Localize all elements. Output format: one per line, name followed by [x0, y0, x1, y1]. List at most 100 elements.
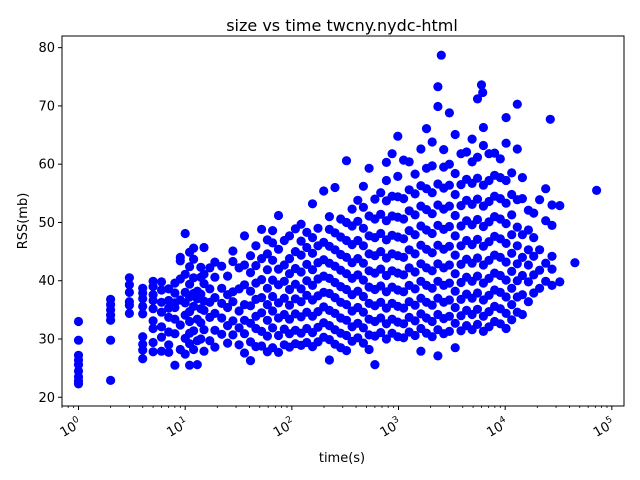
data-point-489	[450, 210, 460, 221]
data-point-567	[490, 148, 500, 158]
data-point-475	[444, 260, 454, 270]
data-point-492	[450, 129, 460, 140]
data-point-177	[268, 323, 278, 333]
data-point-124	[223, 338, 233, 348]
data-point-239	[307, 233, 318, 243]
data-point-159	[251, 261, 261, 271]
data-point-101	[199, 346, 209, 356]
data-point-74	[185, 360, 195, 370]
data-point-344	[376, 313, 386, 323]
data-point-41	[156, 332, 167, 342]
data-point-35	[148, 304, 158, 314]
data-point-631	[541, 216, 551, 226]
data-point-630	[541, 258, 551, 268]
data-point-130	[228, 316, 238, 326]
data-point-48	[164, 340, 174, 350]
data-point-481	[444, 108, 454, 118]
data-point-606	[512, 99, 522, 109]
data-point-47	[164, 347, 174, 357]
data-point-403	[404, 157, 414, 167]
data-point-386	[399, 303, 409, 313]
data-point-122	[217, 283, 227, 293]
data-point-436	[427, 332, 437, 342]
data-point-622	[529, 251, 539, 261]
data-point-350	[376, 209, 386, 219]
data-point-115	[210, 308, 220, 318]
data-point-197	[279, 260, 289, 270]
data-point-15	[106, 294, 116, 304]
data-point-483	[450, 318, 460, 328]
data-point-387	[399, 287, 409, 297]
data-point-37	[148, 290, 158, 300]
data-point-95	[196, 334, 206, 344]
data-point-602	[512, 241, 522, 251]
data-point-183	[268, 226, 278, 236]
data-point-637	[547, 220, 557, 230]
data-point-441	[427, 248, 437, 258]
y-tick-label: 20	[38, 391, 55, 406]
data-point-108	[205, 336, 215, 346]
data-point-642	[592, 185, 602, 195]
data-point-607	[517, 309, 528, 320]
data-point-160	[251, 241, 261, 251]
data-point-614	[523, 297, 534, 307]
x-tick-label: 101	[163, 415, 191, 441]
data-point-39	[148, 276, 158, 286]
data-point-624	[529, 208, 539, 218]
data-point-201	[284, 314, 295, 324]
data-point-470	[439, 145, 449, 155]
data-point-87	[189, 273, 199, 283]
data-point-342	[370, 194, 380, 204]
x-tick-label: 104	[483, 415, 511, 441]
data-point-256	[319, 186, 329, 196]
data-point-315	[358, 307, 368, 317]
data-point-67	[180, 349, 190, 359]
data-point-424	[416, 144, 426, 154]
data-point-578	[501, 323, 511, 334]
data-point-223	[296, 219, 306, 229]
data-point-594	[507, 230, 517, 240]
data-point-349	[376, 228, 386, 239]
data-point-190	[273, 244, 284, 254]
data-point-581	[501, 275, 511, 285]
data-point-382	[393, 171, 403, 181]
data-point-626	[535, 265, 545, 275]
data-point-128	[223, 271, 233, 281]
y-axis-title: RSS(mb)	[16, 193, 31, 250]
data-point-140	[239, 348, 250, 358]
data-point-100	[196, 262, 206, 272]
data-point-42	[156, 322, 167, 332]
data-point-85	[189, 301, 199, 311]
data-point-547	[478, 122, 488, 133]
data-point-333	[370, 360, 380, 370]
data-point-169	[262, 331, 272, 341]
data-point-479	[444, 180, 454, 190]
data-point-141	[239, 329, 250, 339]
data-point-129	[228, 330, 238, 340]
data-point-482	[450, 343, 460, 353]
data-point-181	[268, 255, 278, 265]
data-point-352	[381, 334, 391, 344]
data-point-238	[307, 248, 318, 258]
data-point-287	[341, 315, 352, 325]
data-point-616	[523, 260, 534, 270]
data-point-321	[358, 202, 368, 212]
x-axis: 100 101 102 103 104 105	[58, 406, 614, 441]
data-point-628	[535, 195, 545, 205]
data-point-525	[472, 304, 483, 314]
y-tick-label: 80	[38, 41, 55, 56]
data-point-585	[501, 198, 511, 208]
data-point-583	[501, 238, 511, 248]
data-point-303	[347, 204, 357, 214]
data-point-437	[427, 316, 437, 327]
data-point-372	[387, 149, 397, 159]
data-point-25	[138, 332, 148, 342]
data-point-43	[156, 307, 167, 317]
data-point-103	[199, 305, 209, 315]
data-point-435	[421, 124, 432, 134]
data-point-314	[358, 323, 368, 333]
data-point-163	[257, 308, 267, 318]
data-point-218	[296, 297, 306, 307]
data-point-114	[210, 325, 220, 335]
data-point-248	[313, 223, 323, 233]
